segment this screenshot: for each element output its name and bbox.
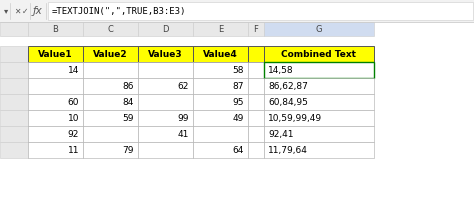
Bar (0, 94, 28, 110)
Text: 10: 10 (67, 114, 79, 123)
Bar (28, 62, 83, 78)
Bar (264, 94, 374, 110)
Text: 99: 99 (177, 114, 189, 123)
Bar (138, 78, 193, 94)
Bar (193, 110, 248, 126)
Bar (264, 46, 374, 62)
Bar (264, 78, 374, 94)
Text: 60: 60 (67, 97, 79, 106)
Bar (0, 46, 28, 62)
Text: 49: 49 (233, 114, 244, 123)
Bar (83, 78, 138, 94)
Bar (138, 110, 193, 126)
Bar (248, 22, 264, 36)
Text: Value2: Value2 (93, 50, 128, 59)
Text: 95: 95 (233, 97, 244, 106)
Bar (28, 126, 83, 142)
Text: Value1: Value1 (38, 50, 73, 59)
Text: B: B (53, 24, 58, 33)
Text: ✓: ✓ (22, 7, 28, 15)
Bar (0, 142, 28, 158)
Text: 11,79,64: 11,79,64 (268, 145, 308, 154)
Bar (83, 142, 138, 158)
Bar (138, 94, 193, 110)
Bar (264, 22, 374, 36)
Text: Value4: Value4 (203, 50, 238, 59)
Bar (83, 110, 138, 126)
Text: 79: 79 (122, 145, 134, 154)
Bar (28, 78, 83, 94)
Bar (138, 142, 193, 158)
Bar (264, 62, 374, 78)
Bar (0, 126, 28, 142)
Bar (0, 22, 28, 36)
Bar (248, 110, 264, 126)
Bar (193, 46, 248, 62)
Text: 86,62,87: 86,62,87 (268, 81, 308, 90)
Text: E: E (218, 24, 223, 33)
Bar (264, 142, 374, 158)
Bar (83, 22, 138, 36)
Text: 10,59,99,49: 10,59,99,49 (268, 114, 322, 123)
Text: D: D (162, 24, 169, 33)
Text: 41: 41 (178, 130, 189, 139)
Text: 14: 14 (68, 66, 79, 75)
Text: ƒx: ƒx (33, 6, 43, 16)
Text: Value3: Value3 (148, 50, 183, 59)
Text: G: G (316, 24, 322, 33)
Bar (28, 22, 83, 36)
Bar (83, 62, 138, 78)
Bar (0, 62, 28, 78)
Text: 87: 87 (233, 81, 244, 90)
Bar (0, 78, 28, 94)
Text: Combined Text: Combined Text (282, 50, 356, 59)
Bar (28, 110, 83, 126)
Bar (248, 142, 264, 158)
Text: 58: 58 (233, 66, 244, 75)
Bar (138, 126, 193, 142)
Bar (28, 94, 83, 110)
Text: 84: 84 (123, 97, 134, 106)
Text: 11: 11 (67, 145, 79, 154)
Text: 92,41: 92,41 (268, 130, 293, 139)
Text: 60,84,95: 60,84,95 (268, 97, 308, 106)
Text: 14,58: 14,58 (268, 66, 293, 75)
Bar (248, 126, 264, 142)
Bar (48, 2, 473, 20)
Bar (193, 142, 248, 158)
Bar (138, 62, 193, 78)
Bar (83, 94, 138, 110)
Bar (138, 22, 193, 36)
Bar (0, 110, 28, 126)
Bar (193, 62, 248, 78)
Text: 59: 59 (122, 114, 134, 123)
Bar (28, 142, 83, 158)
Text: ▾: ▾ (4, 7, 8, 15)
Bar (83, 46, 138, 62)
Bar (264, 126, 374, 142)
Text: 86: 86 (122, 81, 134, 90)
Bar (193, 22, 248, 36)
Bar (138, 46, 193, 62)
Bar (264, 110, 374, 126)
Bar (248, 78, 264, 94)
Bar (248, 94, 264, 110)
Bar (28, 46, 83, 62)
Bar (193, 126, 248, 142)
Bar (248, 62, 264, 78)
Bar (193, 94, 248, 110)
Bar (193, 78, 248, 94)
Text: 92: 92 (68, 130, 79, 139)
Text: F: F (254, 24, 258, 33)
Text: C: C (108, 24, 113, 33)
Bar (248, 46, 264, 62)
Text: =TEXTJOIN(",",TRUE,B3:E3): =TEXTJOIN(",",TRUE,B3:E3) (52, 7, 186, 15)
Bar (83, 126, 138, 142)
Text: 64: 64 (233, 145, 244, 154)
Text: ✕: ✕ (14, 7, 20, 15)
Text: 62: 62 (178, 81, 189, 90)
Bar (0, 0, 474, 22)
